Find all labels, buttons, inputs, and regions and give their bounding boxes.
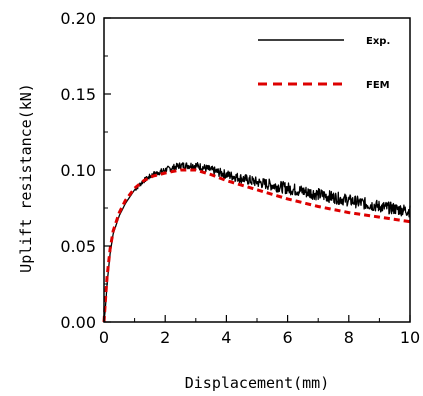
y-tick-label: 0.20 bbox=[60, 9, 96, 28]
x-tick-label: 6 bbox=[283, 328, 293, 347]
ticks-layer bbox=[103, 17, 411, 323]
y-axis-title: Uplift resistance(kN) bbox=[17, 83, 35, 273]
x-tick-label: 10 bbox=[400, 328, 420, 347]
legend: Exp. FEM bbox=[258, 36, 390, 91]
labels-layer: 0 2 4 6 8 10 0.00 0.05 0.10 0.15 0.20 bbox=[60, 9, 420, 347]
y-tick-label: 0.10 bbox=[60, 161, 96, 180]
series-layer bbox=[102, 162, 411, 323]
x-tick-label: 8 bbox=[344, 328, 354, 347]
y-tick-label: 0.05 bbox=[60, 237, 96, 256]
series-line-1 bbox=[102, 168, 411, 323]
legend-label-1: FEM bbox=[366, 80, 390, 91]
x-tick-label: 2 bbox=[160, 328, 170, 347]
x-tick-label: 0 bbox=[99, 328, 109, 347]
x-axis-title: Displacement(mm) bbox=[185, 374, 330, 392]
series-line-0 bbox=[103, 162, 411, 323]
legend-label-0: Exp. bbox=[366, 36, 390, 47]
y-tick-label: 0.15 bbox=[60, 85, 96, 104]
y-tick-label: 0.00 bbox=[60, 313, 96, 332]
x-tick-label: 4 bbox=[221, 328, 231, 347]
plot-frame bbox=[103, 17, 411, 323]
